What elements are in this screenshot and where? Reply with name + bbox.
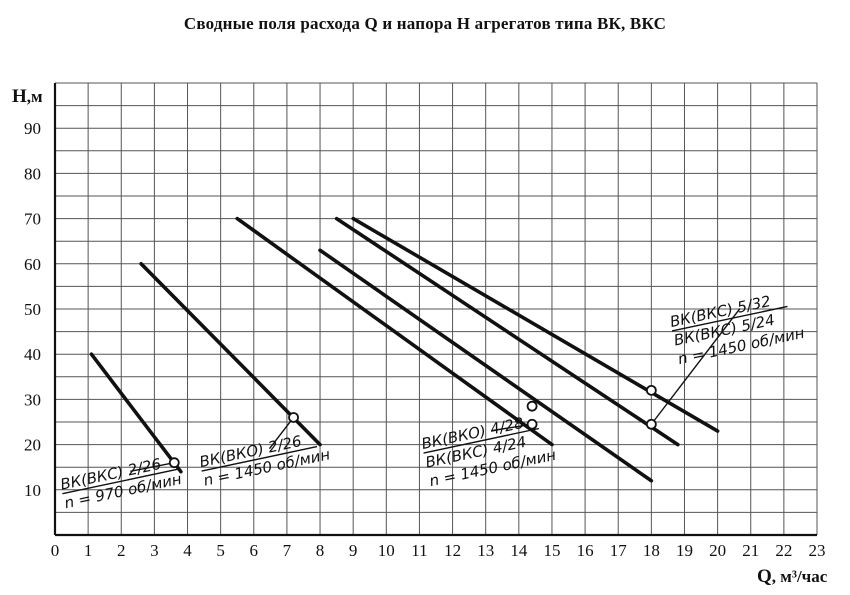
- x-tick-label: 3: [150, 541, 159, 560]
- x-tick-label: 17: [610, 541, 628, 560]
- series-line: [235, 216, 554, 447]
- annotation-underline: [201, 445, 318, 472]
- annotation-leader: [650, 308, 741, 425]
- y-axis-unit: ,м: [27, 87, 43, 106]
- x-tick-label: 16: [577, 541, 594, 560]
- marker-point: [526, 400, 538, 412]
- series-lines: [89, 216, 720, 483]
- annotation-leader: [491, 423, 533, 432]
- x-tick-label: 10: [378, 541, 395, 560]
- y-tick-labels: 10 20 30 40 50 60 70 80 90: [24, 119, 41, 500]
- x-tick-label: 0: [51, 541, 60, 560]
- x-tick-label: 13: [477, 541, 494, 560]
- annotation-underline: [423, 427, 540, 454]
- marker-point: [288, 412, 299, 423]
- y-tick-label: 30: [24, 390, 41, 409]
- x-tick-label: 6: [250, 541, 259, 560]
- y-tick-label: 90: [24, 119, 41, 138]
- x-tick-label: 8: [316, 541, 325, 560]
- axes: [53, 83, 817, 537]
- x-tick-label: 2: [117, 541, 126, 560]
- series-line: [334, 216, 680, 447]
- x-axis-unit: , м³/час: [772, 567, 828, 586]
- marker-point: [168, 457, 180, 469]
- y-axis-label: H,м: [12, 86, 43, 107]
- y-tick-label: 70: [24, 210, 41, 229]
- annotation-leader: [130, 461, 175, 473]
- marker-points: [168, 384, 657, 469]
- x-tick-label: 1: [84, 541, 93, 560]
- x-tick-label: 12: [444, 541, 461, 560]
- series-line: [351, 216, 720, 433]
- y-tick-label: 50: [24, 300, 41, 319]
- annotation-underline: [671, 305, 788, 332]
- annotation-underline: [62, 468, 179, 495]
- x-tick-label: 22: [775, 541, 792, 560]
- x-tick-label: 11: [411, 541, 427, 560]
- x-tick-label: 14: [510, 541, 528, 560]
- series-line: [318, 248, 654, 483]
- y-tick-label: 80: [24, 164, 41, 183]
- x-tick-label: 19: [676, 541, 693, 560]
- x-tick-label: 23: [809, 541, 826, 560]
- marker-point: [645, 418, 657, 430]
- marker-point: [526, 418, 538, 430]
- x-tick-label: 18: [643, 541, 660, 560]
- x-tick-label: 7: [283, 541, 292, 560]
- y-tick-label: 20: [24, 436, 41, 455]
- marker-point: [645, 384, 657, 396]
- series-line: [89, 352, 183, 474]
- x-tick-labels: 0 1 2 3 4 5 6 7 8 9 10 11 12 13 14 15 16 17 18 19 20 21 22 23: [51, 541, 826, 560]
- chart-title: Сводные поля расхода Q и напора H агрега…: [183, 14, 667, 33]
- y-tick-label: 40: [24, 345, 41, 364]
- x-tick-label: 21: [742, 541, 759, 560]
- x-tick-label: 20: [709, 541, 726, 560]
- x-axis-name: Q: [757, 566, 772, 587]
- x-tick-label: 15: [543, 541, 560, 560]
- x-tick-label: 9: [349, 541, 358, 560]
- y-axis-name: H: [12, 86, 27, 107]
- y-tick-label: 60: [24, 255, 41, 274]
- x-axis-label: Q, м³/час: [757, 566, 828, 587]
- y-tick-label: 10: [24, 481, 41, 500]
- annotation-leader: [268, 417, 295, 450]
- x-tick-label: 4: [183, 541, 192, 560]
- x-tick-label: 5: [216, 541, 225, 560]
